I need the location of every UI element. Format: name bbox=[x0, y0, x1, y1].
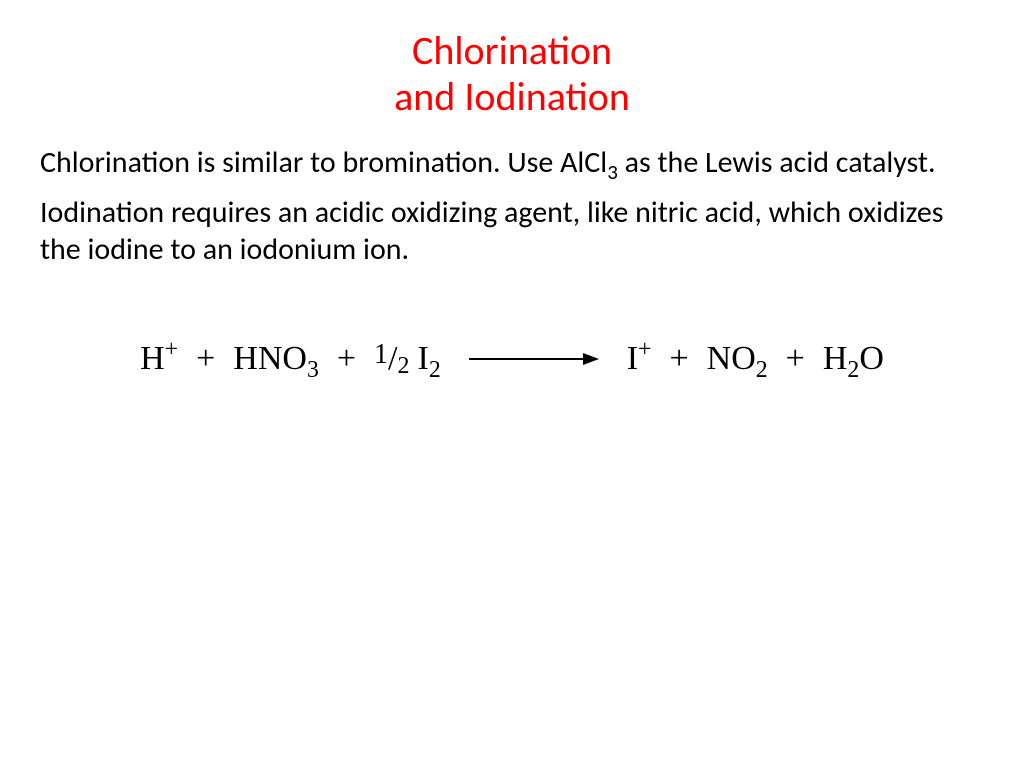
title-line-2: and Iodination bbox=[394, 72, 630, 121]
plus-sign: + bbox=[786, 340, 805, 378]
species-no2: NO2 bbox=[707, 340, 768, 378]
slide: Chlorination and Iodination Chlorination… bbox=[0, 0, 1024, 768]
coeff-half: 1/2 bbox=[374, 339, 409, 380]
para1-text-a: Chlorination is similar to bromination. … bbox=[40, 144, 607, 181]
chemical-equation: H+ + HNO3 + 1/2 I2 I+ + NO2 + H2O bbox=[40, 339, 984, 380]
title-line-1: Chlorination bbox=[412, 26, 612, 75]
species-h-plus: H+ bbox=[140, 340, 178, 378]
iplus-charge: + bbox=[638, 337, 651, 363]
para1-text-b: as the Lewis acid catalyst. bbox=[618, 144, 936, 181]
plus-sign: + bbox=[669, 340, 688, 378]
half-num: 1 bbox=[374, 339, 388, 370]
plus-sign: + bbox=[196, 340, 215, 378]
i2-symbol: I bbox=[417, 340, 428, 377]
i2-sub: 2 bbox=[429, 357, 441, 383]
hno3-sub: 3 bbox=[307, 357, 319, 383]
h2o-sub: 2 bbox=[847, 357, 859, 383]
h2o-h: H bbox=[823, 340, 848, 377]
arrow-icon bbox=[469, 350, 599, 368]
h2o-o: O bbox=[859, 340, 884, 377]
slide-title: Chlorination and Iodination bbox=[40, 28, 984, 120]
no2-sub: 2 bbox=[756, 357, 768, 383]
species-h2o: H2O bbox=[823, 340, 884, 378]
paragraph-1: Chlorination is similar to bromination. … bbox=[40, 144, 984, 182]
h-charge: + bbox=[165, 337, 178, 363]
plus-sign: + bbox=[337, 340, 356, 378]
species-i2: I2 bbox=[417, 340, 440, 378]
para1-subscript: 3 bbox=[607, 159, 618, 185]
no2-symbol: NO bbox=[707, 340, 756, 377]
hno3-symbol: HNO bbox=[233, 340, 307, 377]
iplus-symbol: I bbox=[627, 340, 638, 377]
species-hno3: HNO3 bbox=[233, 340, 319, 378]
paragraph-2: Iodination requires an acidic oxidizing … bbox=[40, 194, 984, 269]
half-den: 2 bbox=[397, 353, 409, 379]
reaction-arrow bbox=[469, 350, 599, 368]
h-symbol: H bbox=[140, 340, 165, 377]
species-i-plus: I+ bbox=[627, 340, 652, 378]
